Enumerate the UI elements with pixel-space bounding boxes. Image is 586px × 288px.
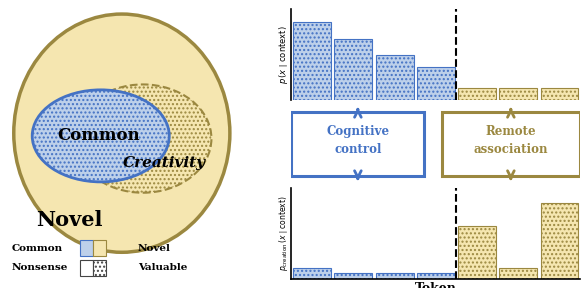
Bar <box>540 203 578 279</box>
Bar <box>499 88 537 100</box>
Y-axis label: $p_{\mathrm{creation}}\,(x\mid\mathrm{context})$: $p_{\mathrm{creation}}\,(x\mid\mathrm{co… <box>277 196 290 271</box>
Bar <box>335 273 372 279</box>
Bar <box>293 22 331 100</box>
Text: Cognitive
control: Cognitive control <box>326 125 390 156</box>
Bar <box>540 88 578 100</box>
Bar <box>458 226 496 279</box>
Ellipse shape <box>13 14 230 252</box>
Y-axis label: $p\,(x\mid\mathrm{context})$: $p\,(x\mid\mathrm{context})$ <box>277 25 290 84</box>
Bar <box>376 55 414 100</box>
Bar <box>80 240 93 256</box>
FancyBboxPatch shape <box>291 112 424 176</box>
Bar <box>376 273 414 279</box>
Bar <box>417 273 455 279</box>
Ellipse shape <box>74 84 212 193</box>
Ellipse shape <box>32 90 169 182</box>
Text: Common: Common <box>57 127 139 144</box>
Text: Nonsense: Nonsense <box>11 264 67 272</box>
Text: Common: Common <box>11 244 62 253</box>
Bar <box>458 88 496 100</box>
Bar <box>417 67 455 100</box>
Text: Novel: Novel <box>36 210 103 230</box>
Bar <box>499 268 537 279</box>
Text: Novel: Novel <box>138 244 171 253</box>
Bar <box>93 240 106 256</box>
Text: Remote
association: Remote association <box>473 125 548 156</box>
Bar <box>335 39 372 100</box>
Text: Creativity: Creativity <box>122 156 206 170</box>
Bar <box>293 268 331 279</box>
Bar <box>93 260 106 276</box>
Text: Valuable: Valuable <box>138 264 187 272</box>
X-axis label: Token: Token <box>415 282 456 288</box>
FancyBboxPatch shape <box>442 112 580 176</box>
Bar <box>80 260 93 276</box>
